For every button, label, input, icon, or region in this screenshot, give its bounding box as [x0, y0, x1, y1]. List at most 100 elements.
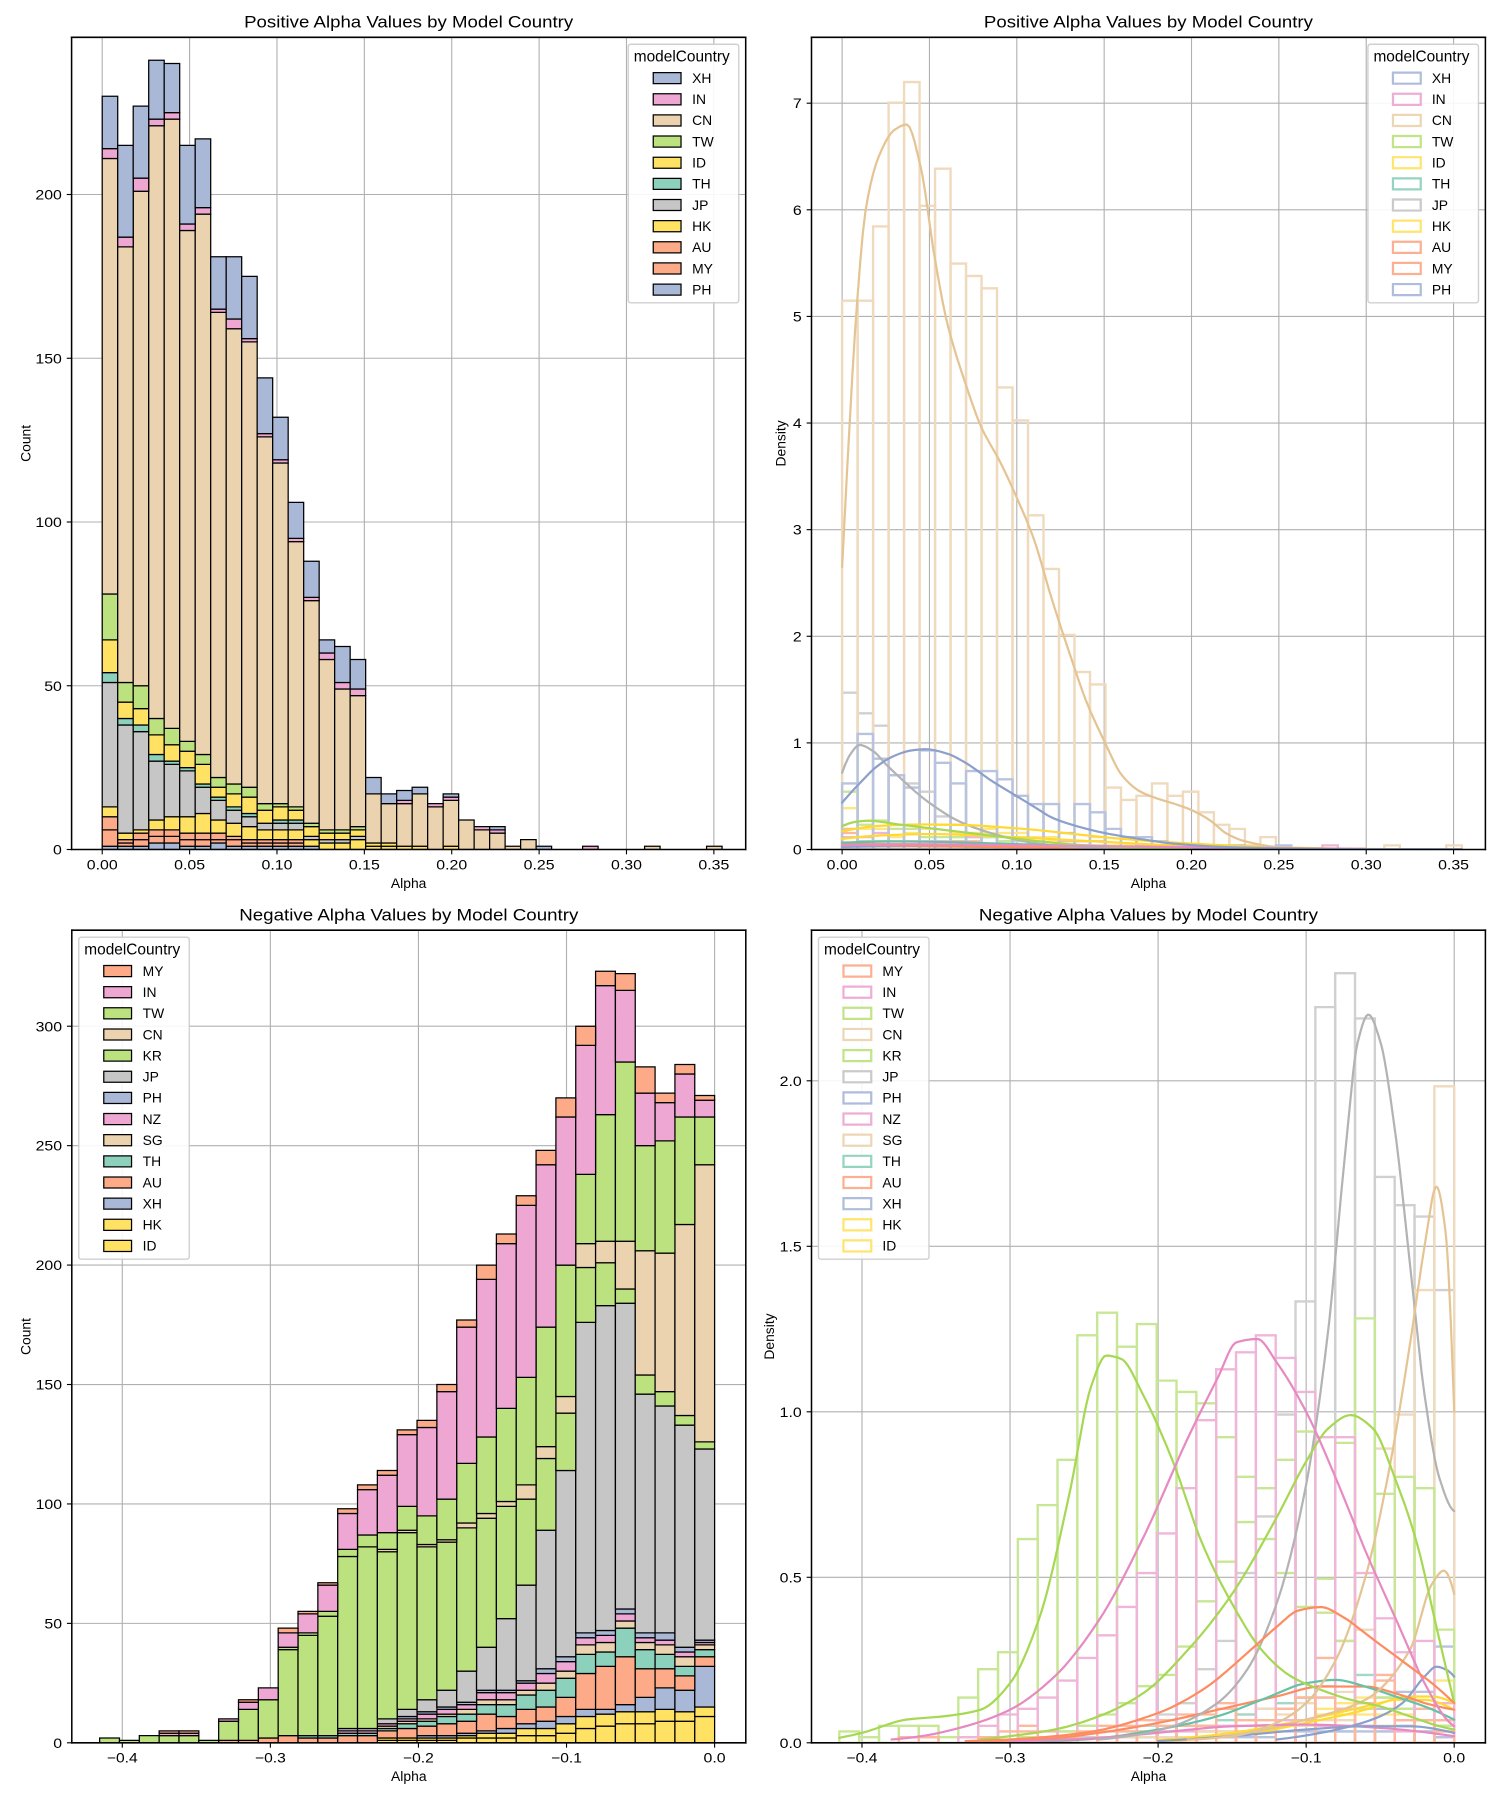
- svg-text:0.0: 0.0: [780, 1735, 802, 1751]
- svg-text:TW: TW: [882, 1005, 904, 1021]
- svg-text:2: 2: [793, 628, 802, 644]
- svg-text:6: 6: [793, 202, 802, 218]
- svg-text:Count: Count: [17, 425, 33, 462]
- svg-text:SG: SG: [143, 1132, 163, 1148]
- svg-text:−0.2: −0.2: [1143, 1750, 1174, 1766]
- svg-text:JP: JP: [143, 1069, 159, 1085]
- svg-text:Alpha: Alpha: [1131, 875, 1167, 891]
- svg-text:NZ: NZ: [143, 1111, 162, 1127]
- svg-text:Negative Alpha Values by Model: Negative Alpha Values by Model Country: [979, 905, 1319, 924]
- svg-text:KR: KR: [882, 1047, 901, 1063]
- svg-text:XH: XH: [1432, 70, 1451, 86]
- svg-text:MY: MY: [882, 963, 903, 979]
- svg-text:HK: HK: [143, 1217, 163, 1233]
- svg-text:TH: TH: [882, 1153, 901, 1169]
- svg-text:NZ: NZ: [882, 1111, 901, 1127]
- svg-text:TH: TH: [143, 1153, 162, 1169]
- svg-text:TH: TH: [692, 176, 711, 192]
- svg-text:XH: XH: [882, 1195, 901, 1211]
- svg-text:Density: Density: [773, 420, 789, 466]
- svg-text:0: 0: [53, 842, 62, 858]
- svg-text:MY: MY: [692, 260, 713, 276]
- svg-text:0.20: 0.20: [436, 856, 467, 872]
- svg-text:0.0: 0.0: [704, 1750, 726, 1766]
- svg-text:−0.1: −0.1: [551, 1750, 582, 1766]
- svg-text:100: 100: [36, 1496, 63, 1512]
- svg-text:0.25: 0.25: [1263, 856, 1294, 872]
- svg-text:IN: IN: [692, 91, 706, 107]
- svg-text:CN: CN: [143, 1026, 163, 1042]
- svg-text:CN: CN: [692, 112, 712, 128]
- svg-text:100: 100: [35, 514, 62, 530]
- svg-text:0.10: 0.10: [1001, 856, 1032, 872]
- svg-text:200: 200: [36, 1257, 63, 1273]
- svg-text:2.0: 2.0: [780, 1073, 802, 1089]
- svg-text:CN: CN: [882, 1026, 902, 1042]
- svg-text:KR: KR: [143, 1047, 162, 1063]
- svg-text:7: 7: [793, 95, 802, 111]
- svg-text:Alpha: Alpha: [391, 875, 427, 891]
- svg-text:SG: SG: [882, 1132, 902, 1148]
- svg-text:0.15: 0.15: [1089, 856, 1120, 872]
- svg-text:JP: JP: [1432, 197, 1448, 213]
- svg-text:ID: ID: [692, 155, 706, 171]
- svg-text:−0.3: −0.3: [255, 1750, 286, 1766]
- svg-text:0.5: 0.5: [780, 1569, 802, 1585]
- svg-text:Negative Alpha Values by Model: Negative Alpha Values by Model Country: [239, 905, 579, 924]
- svg-text:Count: Count: [17, 1318, 33, 1355]
- svg-text:modelCountry: modelCountry: [84, 941, 180, 958]
- svg-text:TW: TW: [1432, 133, 1454, 149]
- svg-text:IN: IN: [143, 984, 157, 1000]
- svg-text:modelCountry: modelCountry: [1373, 48, 1469, 65]
- svg-text:0.30: 0.30: [611, 856, 642, 872]
- svg-text:JP: JP: [882, 1069, 898, 1085]
- svg-text:−0.1: −0.1: [1291, 1750, 1322, 1766]
- svg-text:0.20: 0.20: [1176, 856, 1207, 872]
- svg-text:PH: PH: [143, 1090, 162, 1106]
- svg-text:0.30: 0.30: [1351, 856, 1382, 872]
- svg-text:50: 50: [44, 678, 62, 694]
- svg-text:−0.3: −0.3: [995, 1750, 1026, 1766]
- svg-text:MY: MY: [1432, 260, 1453, 276]
- svg-text:150: 150: [36, 1377, 63, 1393]
- svg-text:MY: MY: [143, 963, 164, 979]
- svg-text:IN: IN: [882, 984, 896, 1000]
- svg-text:Positive Alpha Values by Model: Positive Alpha Values by Model Country: [244, 13, 574, 32]
- svg-text:AU: AU: [143, 1174, 162, 1190]
- svg-text:modelCountry: modelCountry: [824, 941, 920, 958]
- svg-text:TW: TW: [692, 133, 714, 149]
- svg-text:HK: HK: [882, 1217, 902, 1233]
- svg-text:0.00: 0.00: [87, 856, 118, 872]
- svg-text:ID: ID: [1432, 155, 1446, 171]
- svg-text:1: 1: [793, 735, 802, 751]
- svg-text:0.35: 0.35: [698, 856, 729, 872]
- svg-text:0: 0: [793, 842, 802, 858]
- svg-text:XH: XH: [692, 70, 711, 86]
- svg-text:HK: HK: [1432, 218, 1452, 234]
- svg-text:−0.2: −0.2: [403, 1750, 434, 1766]
- svg-text:CN: CN: [1432, 112, 1452, 128]
- svg-text:0.05: 0.05: [914, 856, 945, 872]
- svg-text:0: 0: [53, 1735, 62, 1751]
- svg-text:Alpha: Alpha: [1131, 1768, 1167, 1784]
- svg-text:300: 300: [36, 1018, 63, 1034]
- svg-text:PH: PH: [692, 281, 711, 297]
- svg-text:0.35: 0.35: [1438, 856, 1469, 872]
- svg-text:modelCountry: modelCountry: [634, 48, 730, 65]
- svg-text:50: 50: [44, 1615, 62, 1631]
- svg-text:IN: IN: [1432, 91, 1446, 107]
- svg-text:0.10: 0.10: [262, 856, 293, 872]
- svg-text:0.00: 0.00: [827, 856, 858, 872]
- svg-text:4: 4: [793, 415, 802, 431]
- svg-text:−0.4: −0.4: [847, 1750, 878, 1766]
- svg-text:XH: XH: [143, 1195, 162, 1211]
- svg-text:ID: ID: [882, 1238, 896, 1254]
- svg-text:AU: AU: [1432, 239, 1451, 255]
- svg-text:1.5: 1.5: [780, 1238, 802, 1254]
- svg-text:5: 5: [793, 308, 802, 324]
- svg-text:1.0: 1.0: [780, 1404, 802, 1420]
- svg-text:JP: JP: [692, 197, 708, 213]
- svg-text:250: 250: [36, 1138, 63, 1154]
- svg-text:ID: ID: [143, 1238, 157, 1254]
- svg-text:Positive Alpha Values by Model: Positive Alpha Values by Model Country: [984, 13, 1314, 32]
